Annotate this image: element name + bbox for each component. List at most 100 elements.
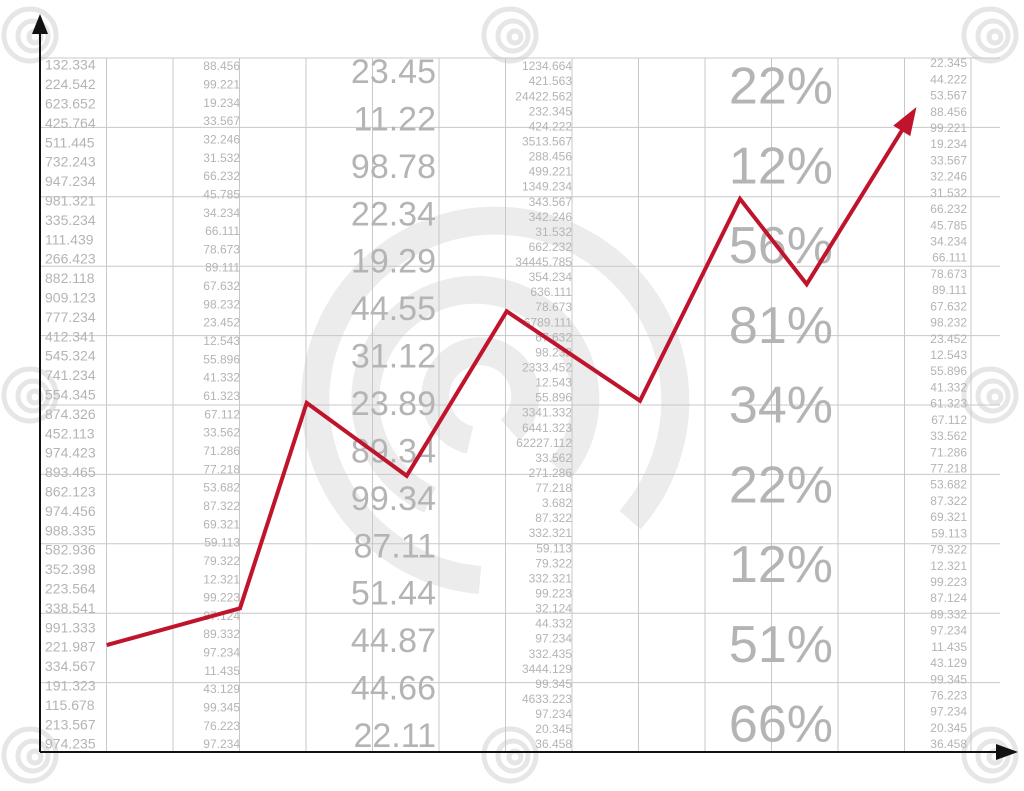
background-number: 132.334 — [45, 57, 96, 73]
background-number: 32.124 — [535, 602, 572, 616]
background-number: 974.423 — [45, 445, 96, 461]
background-number: 44.55 — [351, 290, 436, 328]
background-number: 224.542 — [45, 76, 96, 92]
background-number: 66.111 — [205, 224, 240, 238]
background-number: 11.435 — [931, 640, 967, 654]
background-number: 44.222 — [930, 72, 967, 86]
background-number: 87.11 — [353, 527, 436, 565]
background-number: 67.632 — [535, 330, 572, 344]
background-number: 34.234 — [203, 206, 240, 220]
spiral — [481, 6, 539, 64]
background-number: 51% — [729, 616, 833, 674]
background-number: 271.286 — [529, 466, 573, 480]
background-number: 97.234 — [535, 632, 572, 646]
background-number: 67.632 — [930, 299, 967, 313]
background-number: 893.465 — [45, 464, 96, 480]
background-number: 36.458 — [535, 737, 572, 751]
background-number: 22% — [729, 456, 833, 514]
background-number: 342.246 — [529, 210, 573, 224]
background-number: 34.234 — [930, 235, 967, 249]
background-number: 44.332 — [535, 617, 572, 631]
watermarks — [1, 6, 1019, 784]
background-number: 33.562 — [535, 451, 572, 465]
background-number: 32.246 — [930, 170, 967, 184]
background-number: 97.234 — [930, 624, 967, 638]
background-number: 6789.111 — [524, 315, 573, 329]
background-number: 78.673 — [930, 267, 967, 281]
background-number: 223.564 — [45, 581, 96, 597]
axes — [32, 14, 1018, 760]
background-number: 12.543 — [203, 334, 240, 348]
background-number: 412.341 — [45, 328, 96, 344]
background-number: 115.678 — [45, 697, 95, 713]
spiral — [1, 726, 59, 784]
background-number: 909.123 — [45, 290, 96, 306]
background-number: 87.124 — [930, 591, 967, 605]
line-arrowhead — [893, 107, 917, 137]
background-number: 424.222 — [529, 119, 573, 133]
background-number: 87.322 — [535, 511, 572, 525]
background-number: 99.221 — [930, 121, 967, 135]
background-number: 421.563 — [529, 74, 573, 88]
background-number: 335.234 — [45, 212, 96, 228]
background-number: 44.66 — [351, 670, 436, 708]
background-number: 3513.567 — [522, 135, 572, 149]
background-number: 12.543 — [535, 376, 572, 390]
grid — [40, 57, 1000, 752]
background-number: 98.232 — [203, 297, 240, 311]
background-number: 623.652 — [45, 96, 96, 112]
background-number: 4633.223 — [522, 692, 572, 706]
background-number: 44.87 — [351, 622, 436, 660]
background-number: 23.89 — [351, 385, 436, 423]
background-numbers: 132.334 224.542 623.652 425.764 511.445 732.2… — [45, 53, 967, 755]
background-number: 266.423 — [45, 251, 96, 267]
background-number: 31.532 — [535, 225, 572, 239]
background-number: 20.345 — [535, 722, 572, 736]
background-number: 62227.112 — [516, 436, 572, 450]
spiral — [1, 6, 59, 64]
background-number: 777.234 — [45, 309, 96, 325]
background-number: 99.345 — [203, 701, 240, 715]
background-number: 59.113 — [204, 536, 240, 550]
background-number: 11.22 — [353, 100, 436, 138]
background-number: 53.682 — [203, 481, 240, 495]
background-number: 61.323 — [930, 397, 967, 411]
background-number: 332.321 — [529, 571, 573, 585]
background-number: 59.113 — [931, 526, 967, 540]
background-number: 332.321 — [529, 526, 573, 540]
background-number: 511.445 — [45, 134, 95, 150]
background-number: 12.321 — [930, 559, 967, 573]
background-number: 98.232 — [930, 316, 967, 330]
background-number: 22.34 — [351, 195, 436, 233]
background-number: 89.111 — [205, 261, 240, 275]
background-number: 288.456 — [529, 150, 573, 164]
background-number: 545.324 — [45, 348, 96, 364]
background-number: 662.232 — [529, 240, 573, 254]
background-number: 221.987 — [45, 639, 96, 655]
background-number: 22.11 — [353, 717, 436, 755]
background-number: 97.234 — [203, 737, 240, 751]
y-axis-arrow — [32, 14, 48, 34]
background-number: 98.78 — [351, 148, 436, 186]
spiral — [961, 366, 1019, 424]
background-number: 99.221 — [203, 77, 240, 91]
background-number: 1234.664 — [522, 59, 572, 73]
background-number: 55.896 — [930, 364, 967, 378]
background-number: 67.112 — [931, 413, 967, 427]
background-number: 33.562 — [203, 426, 240, 440]
background-number: 582.936 — [45, 542, 96, 558]
background-number: 99.223 — [203, 591, 240, 605]
background-number: 67.112 — [204, 407, 240, 421]
background-number: 22% — [729, 58, 833, 116]
x-axis-arrow — [996, 744, 1018, 760]
background-number: 636.111 — [530, 285, 572, 299]
background-number: 41.332 — [930, 380, 967, 394]
background-number: 23.45 — [351, 53, 436, 91]
background-number: 43.129 — [203, 682, 240, 696]
background-number: 43.129 — [930, 656, 967, 670]
background-number: 69.321 — [203, 517, 240, 531]
background-number: 23.452 — [930, 332, 967, 346]
background-number: 1349.234 — [522, 180, 572, 194]
background-number: 862.123 — [45, 484, 96, 500]
